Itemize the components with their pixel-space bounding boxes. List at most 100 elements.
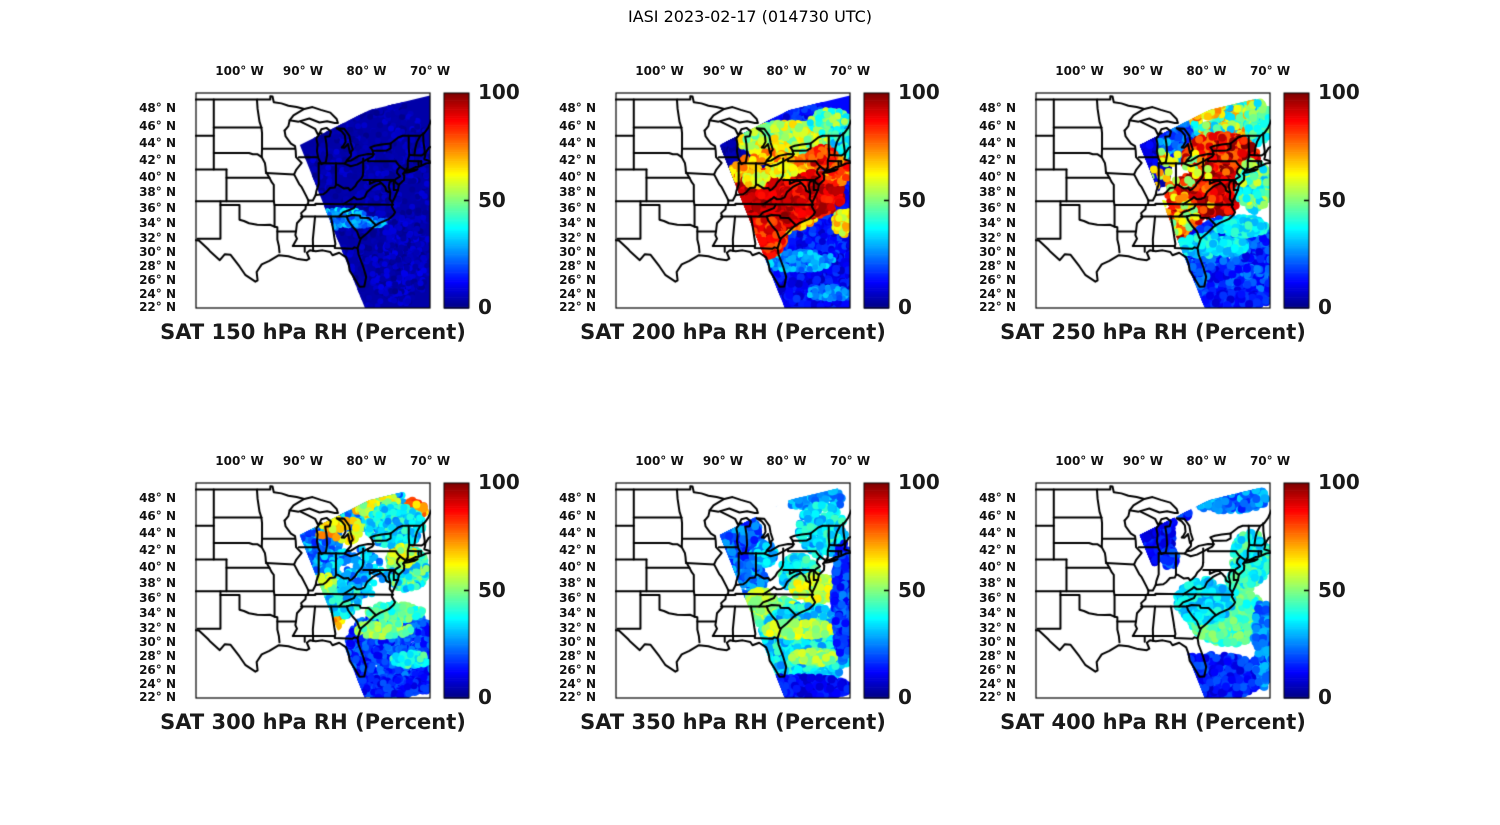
colorbar-tick-label: 100 [478,470,520,494]
lat-tick-label: 28° N [139,259,176,274]
lon-tick-label: 70° W [1249,64,1291,78]
lat-tick-label: 48° N [139,100,176,115]
lon-tick-label: 100° W [635,454,684,468]
lat-tick-label: 26° N [559,663,596,677]
lat-tick-label: 26° N [979,663,1016,677]
lat-tick-label: 24° N [559,676,596,691]
lon-tick-label: 90° W [702,64,744,78]
colorbar-tick-label: 100 [478,80,520,104]
figure-title: IASI 2023-02-17 (014730 UTC) [627,7,873,26]
lat-tick-label: 28° N [559,259,596,274]
lat-tick-label: 40° N [139,169,176,184]
lon-tick-label: 90° W [1122,64,1164,78]
lat-tick-label: 24° N [139,676,176,691]
panel-title-350hpa: SAT 350 hPa RH (Percent) [580,710,886,734]
lat-tick-label: 24° N [979,286,1016,301]
lon-tick-label: 100° W [215,454,264,468]
lat-tick-label: 38° N [559,185,596,200]
lat-tick-label: 46° N [139,509,176,523]
lat-tick-label: 30° N [139,635,176,650]
lat-tick-label: 22° N [979,690,1016,704]
lat-tick-label: 32° N [139,230,176,245]
colorbar-tick-label: 50 [478,187,506,212]
lat-tick-label: 32° N [559,230,596,245]
lat-tick-label: 32° N [139,620,176,635]
lon-tick-label: 80° W [766,454,807,468]
lon-tick-label: 80° W [346,454,387,468]
lat-tick-label: 24° N [559,286,596,301]
lat-tick-label: 30° N [559,245,596,260]
colorbar-tick-label: 50 [898,187,926,212]
lat-tick-label: 42° N [559,153,596,168]
lat-tick-label: 34° N [559,605,596,620]
lat-tick-label: 40° N [559,559,596,574]
lat-tick-label: 38° N [139,185,176,200]
colorbar-tick-label: 0 [1318,685,1332,709]
lat-tick-label: 26° N [139,663,176,677]
lat-tick-label: 42° N [979,153,1016,168]
lat-tick-label: 22° N [559,690,596,704]
lat-tick-label: 44° N [139,136,176,151]
lon-tick-label: 100° W [215,64,264,78]
lon-tick-label: 100° W [635,64,684,78]
lat-tick-label: 36° N [559,200,596,215]
lat-tick-label: 46° N [979,119,1016,133]
lat-tick-label: 28° N [979,259,1016,274]
lat-tick-label: 22° N [979,300,1016,314]
colorbar-tick-label: 50 [478,577,506,602]
lat-tick-label: 30° N [979,635,1016,650]
colorbar-tick-label: 0 [1318,295,1332,319]
lon-tick-label: 80° W [346,64,387,78]
lat-tick-label: 46° N [559,119,596,133]
lat-tick-label: 48° N [559,490,596,505]
colorbar-tick-label: 0 [478,685,492,709]
lat-tick-label: 26° N [139,273,176,287]
lon-tick-label: 90° W [282,454,324,468]
lon-tick-label: 100° W [1055,64,1104,78]
colorbar-tick-label: 100 [898,80,940,104]
lat-tick-label: 32° N [559,620,596,635]
lat-tick-label: 44° N [979,136,1016,151]
lat-tick-label: 24° N [139,286,176,301]
lat-tick-label: 38° N [979,575,1016,590]
lat-tick-label: 42° N [139,153,176,168]
lat-tick-label: 34° N [139,215,176,230]
lat-tick-label: 46° N [559,509,596,523]
lat-tick-label: 44° N [559,136,596,151]
lat-tick-label: 30° N [979,245,1016,260]
panel-title-150hpa: SAT 150 hPa RH (Percent) [160,320,466,344]
lat-tick-label: 34° N [979,605,1016,620]
lat-tick-label: 38° N [979,185,1016,200]
lat-tick-label: 34° N [979,215,1016,230]
lat-tick-label: 30° N [559,635,596,650]
lat-tick-label: 46° N [979,509,1016,523]
lat-tick-label: 48° N [979,100,1016,115]
lon-tick-label: 80° W [766,64,807,78]
panel-title-300hpa: SAT 300 hPa RH (Percent) [160,710,466,734]
lat-tick-label: 38° N [139,575,176,590]
lat-tick-label: 26° N [559,273,596,287]
lat-tick-label: 26° N [979,273,1016,287]
colorbar-tick-label: 50 [1318,577,1346,602]
panel-title-400hpa: SAT 400 hPa RH (Percent) [1000,710,1306,734]
lat-tick-label: 28° N [559,649,596,664]
lat-tick-label: 30° N [139,245,176,260]
lat-tick-label: 24° N [979,676,1016,691]
colorbar-tick-label: 100 [898,470,940,494]
lat-tick-label: 36° N [979,200,1016,215]
lat-tick-label: 22° N [559,300,596,314]
lat-tick-label: 28° N [979,649,1016,664]
lat-tick-label: 38° N [559,575,596,590]
lat-tick-label: 28° N [139,649,176,664]
lon-tick-label: 70° W [1249,454,1291,468]
lon-tick-label: 80° W [1186,64,1227,78]
lon-tick-label: 70° W [409,454,451,468]
lat-tick-label: 42° N [979,543,1016,558]
lat-tick-label: 44° N [559,526,596,541]
colorbar-tick-label: 0 [898,295,912,319]
lat-tick-label: 40° N [979,559,1016,574]
lat-tick-label: 48° N [139,490,176,505]
colorbar-tick-label: 0 [898,685,912,709]
